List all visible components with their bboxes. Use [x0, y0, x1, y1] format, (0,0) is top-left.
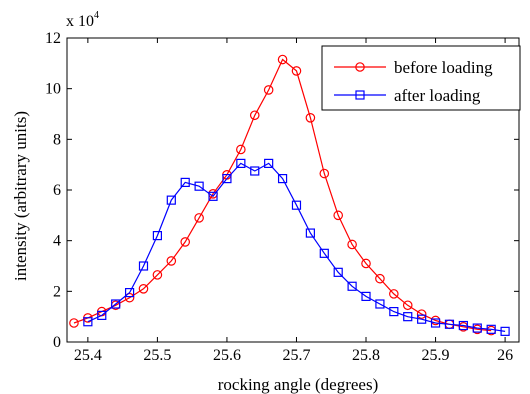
- data-point: [180, 177, 190, 187]
- legend-marker-before-loading: [355, 62, 365, 72]
- data-point: [403, 312, 413, 322]
- data-point: [361, 291, 371, 301]
- data-point: [291, 66, 302, 76]
- data-point: [361, 258, 371, 269]
- data-point: [250, 166, 260, 176]
- y-tick-label: 6: [53, 182, 61, 199]
- data-point: [444, 319, 455, 329]
- data-point: [291, 200, 302, 210]
- data-point: [166, 256, 177, 266]
- data-point: [319, 248, 329, 258]
- data-point: [347, 281, 357, 291]
- data-point: [389, 307, 399, 317]
- x-tick-label: 25.6: [213, 347, 241, 364]
- data-point: [458, 320, 468, 331]
- ticks-layer: 25.4 25.5 25.6 25.7 25.8 25.9 26 0 2 4 6 8 10 12: [45, 30, 519, 364]
- data-point: [263, 85, 274, 95]
- y-tick-label: 12: [45, 30, 61, 47]
- data-point: [319, 168, 330, 179]
- data-point: [138, 261, 149, 271]
- x-tick-label: 26: [497, 347, 513, 364]
- data-point: [69, 318, 79, 328]
- data-point: [222, 174, 232, 184]
- data-point: [166, 195, 176, 205]
- data-point: [277, 54, 288, 65]
- legend-label-after-loading: after loading: [394, 86, 481, 105]
- data-point: [416, 309, 427, 319]
- legend: before loading after loading: [321, 45, 521, 111]
- data-point: [236, 158, 246, 168]
- y-tick-label: 8: [53, 131, 61, 148]
- x-axis-label: rocking angle (degrees): [218, 375, 378, 394]
- x-tick-label: 25.9: [422, 347, 450, 364]
- data-point: [375, 299, 385, 309]
- legend-label-before-loading: before loading: [394, 58, 493, 77]
- data-point: [305, 113, 316, 123]
- series-after-loading: [83, 158, 510, 336]
- legend-entry-before-loading: before loading: [334, 58, 493, 77]
- series-line-after-loading: [87, 162, 506, 332]
- y-tick-label: 2: [53, 283, 61, 300]
- data-point: [124, 288, 135, 298]
- data-point: [152, 270, 163, 280]
- data-point: [347, 239, 357, 250]
- data-point: [500, 326, 510, 336]
- data-point: [264, 158, 274, 168]
- data-point: [277, 174, 288, 184]
- x-tick-label: 25.4: [74, 347, 102, 364]
- data-point: [180, 237, 191, 247]
- y-multiplier-exponent: 4: [94, 10, 99, 21]
- data-point: [194, 213, 204, 223]
- legend-entry-after-loading: after loading: [334, 86, 481, 105]
- data-point: [333, 210, 343, 221]
- y-multiplier-base: x 10: [66, 13, 94, 30]
- data-point: [208, 191, 218, 201]
- y-multiplier-label: x 104: [66, 10, 99, 30]
- data-point: [375, 273, 385, 284]
- data-point: [486, 324, 496, 334]
- series-layer: [69, 54, 510, 336]
- data-point: [152, 231, 162, 241]
- data-point: [236, 144, 246, 155]
- data-point: [83, 317, 93, 327]
- data-point: [305, 228, 315, 238]
- data-point: [194, 181, 204, 191]
- data-point: [124, 292, 135, 303]
- x-tick-label: 25.7: [282, 347, 310, 364]
- data-point: [333, 267, 343, 277]
- legend-marker-after-loading: [355, 90, 365, 100]
- data-point: [402, 300, 413, 311]
- data-point: [249, 110, 260, 121]
- series-line-before-loading: [73, 58, 492, 332]
- data-point: [472, 323, 482, 333]
- data-point: [97, 310, 107, 320]
- y-tick-label: 4: [53, 233, 61, 250]
- y-tick-label: 0: [53, 334, 61, 351]
- x-tick-label: 25.8: [352, 347, 380, 364]
- x-tick-label: 25.5: [143, 347, 171, 364]
- data-point: [138, 283, 149, 294]
- data-point: [417, 314, 427, 324]
- data-point: [389, 289, 399, 299]
- data-point: [111, 299, 121, 309]
- data-point: [430, 318, 441, 328]
- legend-box: [321, 45, 521, 111]
- y-tick-label: 10: [45, 81, 61, 98]
- y-axis-label: intensity (arbitrary units): [11, 111, 30, 281]
